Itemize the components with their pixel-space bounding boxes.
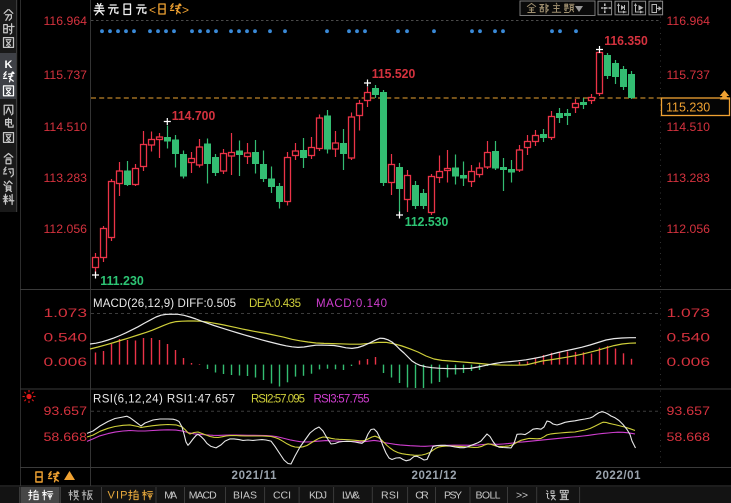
svg-text:114.510: 114.510 xyxy=(667,122,711,134)
svg-text:PSY: PSY xyxy=(444,490,462,502)
svg-text:113.283: 113.283 xyxy=(44,173,88,185)
svg-text:58.668: 58.668 xyxy=(44,432,88,444)
svg-text:>: > xyxy=(182,3,189,17)
svg-text:DEA:0.435: DEA:0.435 xyxy=(249,298,301,310)
svg-text:RSI: RSI xyxy=(381,490,399,502)
svg-text:MACD: MACD xyxy=(189,490,217,502)
svg-text:RSI3:57.755: RSI3:57.755 xyxy=(314,394,370,406)
svg-text:2022/01: 2022/01 xyxy=(596,470,642,482)
svg-text:VIP: VIP xyxy=(108,490,128,502)
svg-text:LW&: LW& xyxy=(342,490,360,502)
svg-text:0.540: 0.540 xyxy=(44,333,88,345)
svg-text:RSI(6,12,24) RSI1:47.657: RSI(6,12,24) RSI1:47.657 xyxy=(93,394,235,406)
svg-text:0.540: 0.540 xyxy=(667,333,711,345)
svg-text:112.530: 112.530 xyxy=(405,215,449,229)
svg-text:115.520: 115.520 xyxy=(372,67,416,81)
svg-text:MACD(26,12,9) DIFF:0.505: MACD(26,12,9) DIFF:0.505 xyxy=(93,298,236,310)
svg-text:2021/11: 2021/11 xyxy=(232,470,278,482)
svg-text:BIAS: BIAS xyxy=(233,490,257,502)
svg-text:CCI: CCI xyxy=(273,490,291,502)
svg-text:58.668: 58.668 xyxy=(667,432,711,444)
svg-text:MA: MA xyxy=(164,490,177,502)
svg-text:K: K xyxy=(5,59,13,71)
svg-text:0.006: 0.006 xyxy=(44,357,88,369)
svg-text:111.230: 111.230 xyxy=(100,274,144,288)
svg-text:0.006: 0.006 xyxy=(667,357,711,369)
svg-text:112.056: 112.056 xyxy=(667,224,711,236)
svg-text:BOLL: BOLL xyxy=(476,490,501,502)
svg-text:RSI2:57.095: RSI2:57.095 xyxy=(251,394,305,406)
svg-text:114.510: 114.510 xyxy=(44,122,88,134)
svg-text:<: < xyxy=(149,3,156,17)
svg-text:114.700: 114.700 xyxy=(172,109,216,123)
svg-text:116.964: 116.964 xyxy=(667,16,711,28)
svg-text:CR: CR xyxy=(415,490,429,502)
svg-text:2021/12: 2021/12 xyxy=(412,470,457,482)
svg-text:115.737: 115.737 xyxy=(44,70,88,82)
svg-text:1.073: 1.073 xyxy=(667,308,711,320)
svg-text:116.350: 116.350 xyxy=(604,34,648,48)
svg-text:93.657: 93.657 xyxy=(44,406,88,418)
svg-text:>>: >> xyxy=(516,490,528,502)
svg-text:93.657: 93.657 xyxy=(667,406,711,418)
svg-text:113.283: 113.283 xyxy=(667,173,711,185)
svg-text:115.737: 115.737 xyxy=(667,70,711,82)
svg-text:116.964: 116.964 xyxy=(44,16,88,28)
svg-text:1.073: 1.073 xyxy=(44,308,88,320)
svg-text:115.230: 115.230 xyxy=(666,101,710,115)
svg-text:112.056: 112.056 xyxy=(44,224,88,236)
svg-text:KDJ: KDJ xyxy=(309,490,327,502)
svg-text:MACD:0.140: MACD:0.140 xyxy=(316,298,387,310)
